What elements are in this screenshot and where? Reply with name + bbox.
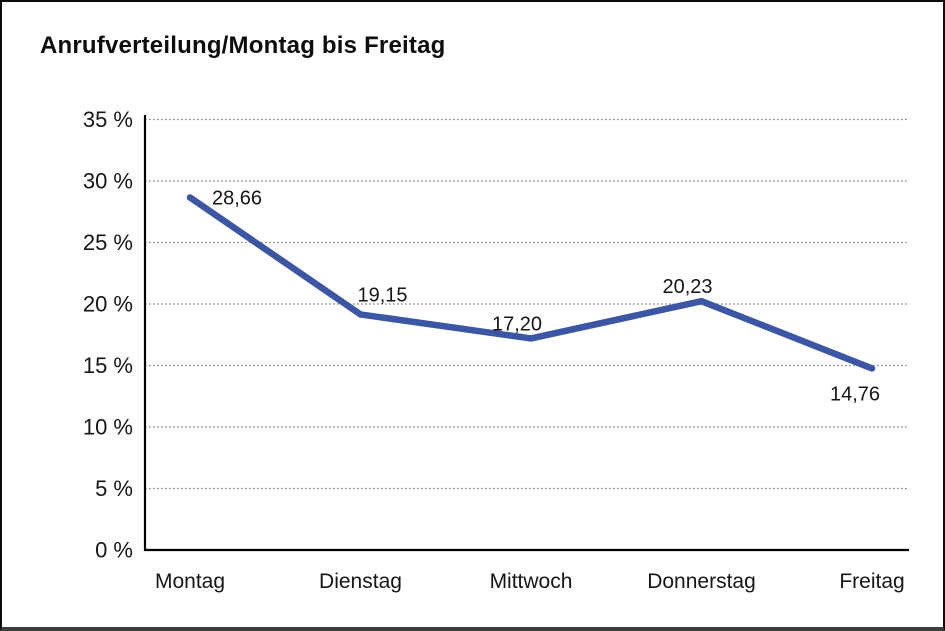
- axis-lines: [143, 115, 909, 552]
- x-axis-category-label: Donnerstag: [647, 570, 756, 593]
- data-point-label: 28,66: [212, 187, 262, 209]
- x-axis-category-label: Freitag: [839, 570, 904, 593]
- x-axis-category-label: Dienstag: [319, 570, 402, 593]
- x-axis-category-label: Mittwoch: [490, 570, 573, 593]
- y-axis-tick-label: 30 %: [83, 169, 133, 194]
- x-axis-category-label: Montag: [155, 570, 225, 593]
- chart-title: Anrufverteilung/Montag bis Freitag: [40, 32, 446, 59]
- data-point-label: 14,76: [830, 383, 880, 405]
- data-point-label: 20,23: [662, 276, 712, 298]
- data-point-label: 19,15: [358, 284, 408, 306]
- y-axis-tick-label: 35 %: [83, 107, 133, 132]
- data-point-label: 17,20: [492, 313, 542, 335]
- y-axis-tick-label: 25 %: [83, 230, 133, 255]
- y-axis-tick-label: 0 %: [95, 538, 133, 563]
- y-axis-tick-label: 10 %: [83, 415, 133, 440]
- series-line: [186, 194, 876, 372]
- y-axis-tick-label: 5 %: [95, 476, 133, 501]
- y-axis-tick-label: 15 %: [83, 353, 133, 378]
- y-axis-tick-label: 20 %: [83, 292, 133, 317]
